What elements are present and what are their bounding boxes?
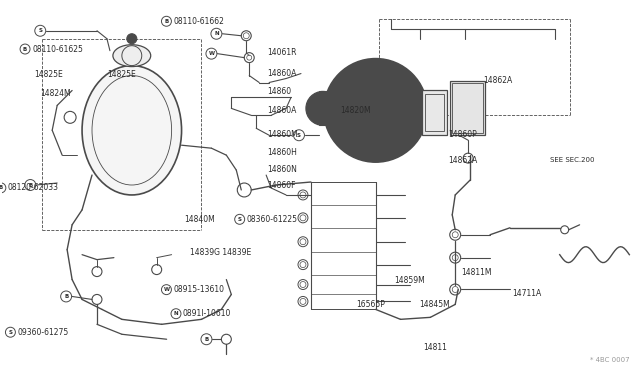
Text: 14811M: 14811M <box>461 269 492 278</box>
Text: 14820M: 14820M <box>340 106 371 115</box>
Text: 14860H: 14860H <box>267 148 296 157</box>
Text: 14845M: 14845M <box>420 300 451 309</box>
Text: 14711A: 14711A <box>512 289 541 298</box>
Text: W: W <box>209 51 214 56</box>
Text: 14860M: 14860M <box>267 130 298 139</box>
Text: S: S <box>8 330 12 335</box>
Text: W: W <box>163 287 170 292</box>
Text: 14860N: 14860N <box>267 165 296 174</box>
Text: B: B <box>0 185 3 190</box>
Text: 14862A: 14862A <box>483 76 513 85</box>
Text: 14061R: 14061R <box>267 48 296 57</box>
Bar <box>426 94 444 131</box>
Text: N: N <box>173 311 179 316</box>
Text: SEE SEC.200: SEE SEC.200 <box>550 157 595 163</box>
Text: * 4BC 0007: * 4BC 0007 <box>589 357 629 363</box>
Text: B: B <box>164 19 168 24</box>
Text: 14825E: 14825E <box>108 70 136 80</box>
Text: 14859M: 14859M <box>394 276 425 285</box>
Text: 09360-61275: 09360-61275 <box>17 328 68 337</box>
Text: B: B <box>23 46 27 52</box>
Text: 08120-62033: 08120-62033 <box>8 183 59 192</box>
Text: B: B <box>64 294 68 299</box>
Text: 14862A: 14862A <box>448 155 477 164</box>
Text: 08360-61225: 08360-61225 <box>246 215 298 224</box>
Text: 14860: 14860 <box>267 87 291 96</box>
Text: 14860A: 14860A <box>267 106 296 115</box>
Circle shape <box>358 93 394 128</box>
Text: B: B <box>204 337 209 342</box>
Text: 08915-13610: 08915-13610 <box>173 285 225 294</box>
Text: 08110-61662: 08110-61662 <box>173 17 224 26</box>
Text: 14824M: 14824M <box>41 89 71 98</box>
Text: 08110-61625: 08110-61625 <box>32 45 83 54</box>
Bar <box>422 90 447 135</box>
Text: N: N <box>214 31 219 36</box>
Ellipse shape <box>113 45 150 67</box>
Text: 16565P: 16565P <box>356 300 385 309</box>
Text: 14839G 14839E: 14839G 14839E <box>190 248 252 257</box>
Circle shape <box>324 59 428 162</box>
Text: 14860A: 14860A <box>267 68 296 78</box>
Text: 14860F: 14860F <box>267 182 295 190</box>
Text: 14811: 14811 <box>423 343 447 352</box>
Circle shape <box>127 34 137 44</box>
Text: 14840M: 14840M <box>184 215 214 224</box>
Ellipse shape <box>82 65 182 195</box>
Circle shape <box>306 92 340 125</box>
Text: S: S <box>38 28 42 33</box>
Text: 14825E: 14825E <box>35 70 63 80</box>
Bar <box>450 80 485 135</box>
Text: B: B <box>28 183 33 187</box>
Text: S: S <box>297 133 301 138</box>
Text: 14860P: 14860P <box>448 130 477 139</box>
Text: S: S <box>237 217 242 222</box>
Bar <box>452 83 483 133</box>
Text: 0891I-10610: 0891I-10610 <box>183 309 231 318</box>
